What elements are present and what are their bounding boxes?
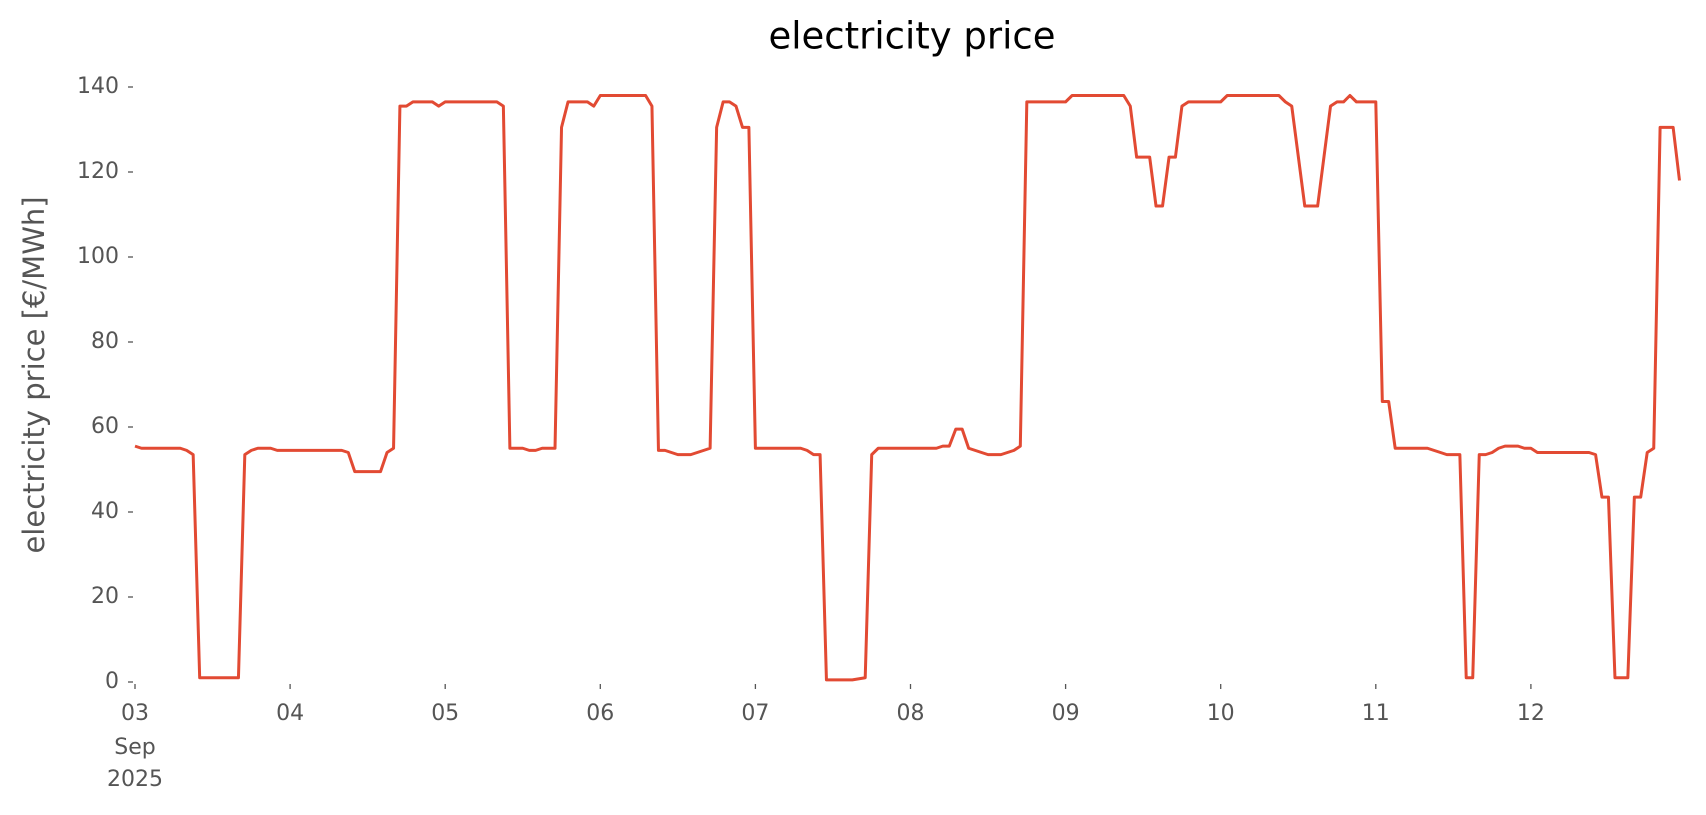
- x-tick-label: 08: [897, 701, 925, 726]
- y-tick-label: 80: [91, 329, 119, 354]
- chart-title: electricity price: [768, 15, 1055, 58]
- x-date-label: Sep: [114, 735, 155, 760]
- x-tick-label: 05: [431, 701, 459, 726]
- x-tick-label: 06: [586, 701, 614, 726]
- x-tick-label: 09: [1052, 701, 1080, 726]
- y-tick-label: 140: [77, 74, 119, 99]
- y-tick-label: 40: [91, 499, 119, 524]
- x-tick-label: 07: [741, 701, 769, 726]
- x-tick-label: 12: [1517, 701, 1545, 726]
- y-tick-label: 20: [91, 584, 119, 609]
- y-tick-label: 100: [77, 244, 119, 269]
- price-line: [134, 94, 1681, 682]
- x-tick-label: 03: [121, 701, 149, 726]
- y-tick-label: 0: [105, 669, 119, 694]
- y-tick-label: 60: [91, 414, 119, 439]
- y-axis-label: electricity price [€/MWh]: [17, 196, 51, 553]
- x-tick-label: 10: [1207, 701, 1235, 726]
- x-date-label: 2025: [107, 767, 163, 792]
- x-tick-label: 11: [1362, 701, 1390, 726]
- y-tick-label: 120: [77, 159, 119, 184]
- x-tick-label: 04: [276, 701, 304, 726]
